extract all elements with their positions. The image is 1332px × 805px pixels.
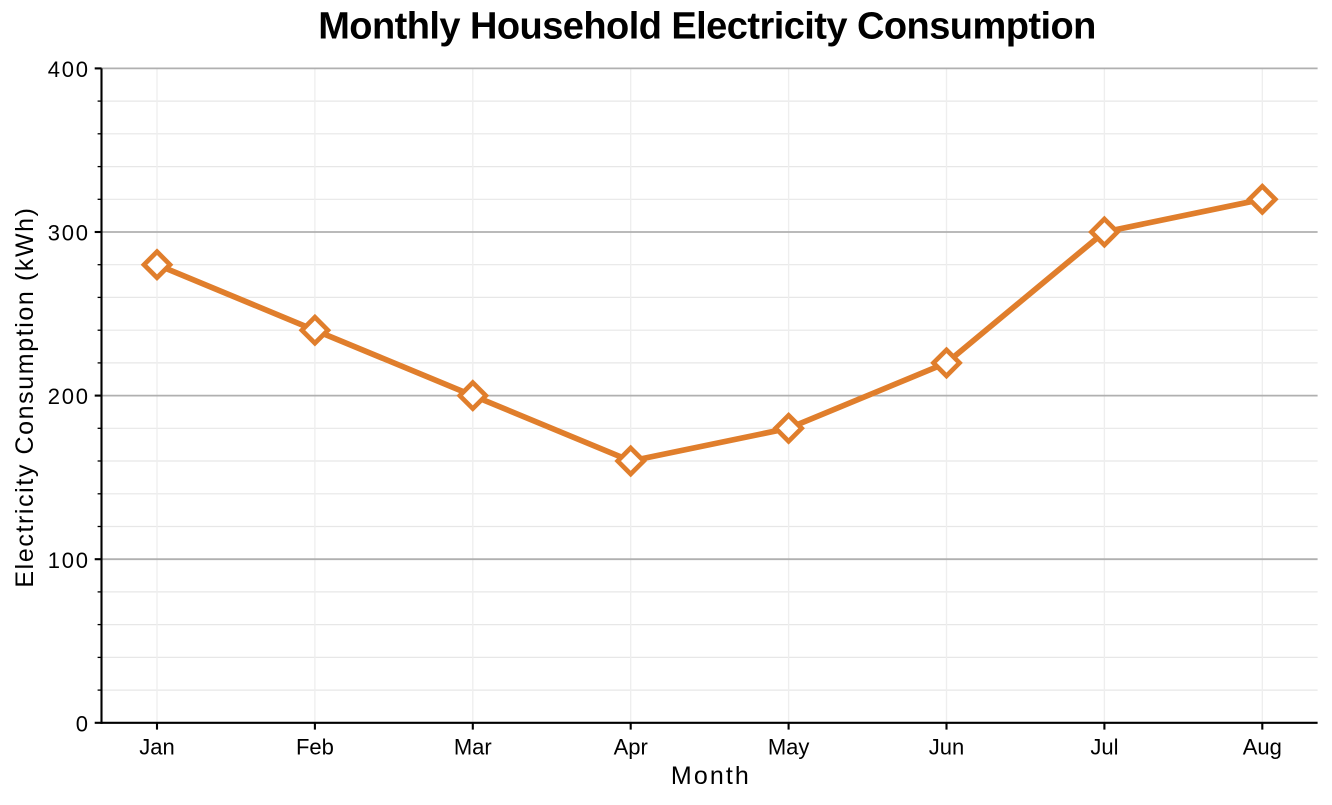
svg-text:Jul: Jul <box>1090 734 1118 759</box>
svg-text:Electricity Consumption (kWh): Electricity Consumption (kWh) <box>11 206 39 587</box>
svg-text:Jun: Jun <box>929 734 964 759</box>
svg-text:Feb: Feb <box>296 734 334 759</box>
svg-text:Apr: Apr <box>614 734 648 759</box>
svg-text:Monthly Household Electricity: Monthly Household Electricity Consumptio… <box>318 5 1096 47</box>
svg-text:Month: Month <box>671 762 751 790</box>
svg-text:300: 300 <box>48 221 90 246</box>
svg-text:May: May <box>768 734 810 759</box>
svg-text:Mar: Mar <box>454 734 492 759</box>
svg-text:100: 100 <box>48 548 90 573</box>
svg-text:200: 200 <box>48 384 90 409</box>
svg-text:0: 0 <box>76 711 90 736</box>
svg-text:400: 400 <box>48 57 90 82</box>
svg-text:Jan: Jan <box>139 734 174 759</box>
svg-text:Aug: Aug <box>1243 734 1282 759</box>
